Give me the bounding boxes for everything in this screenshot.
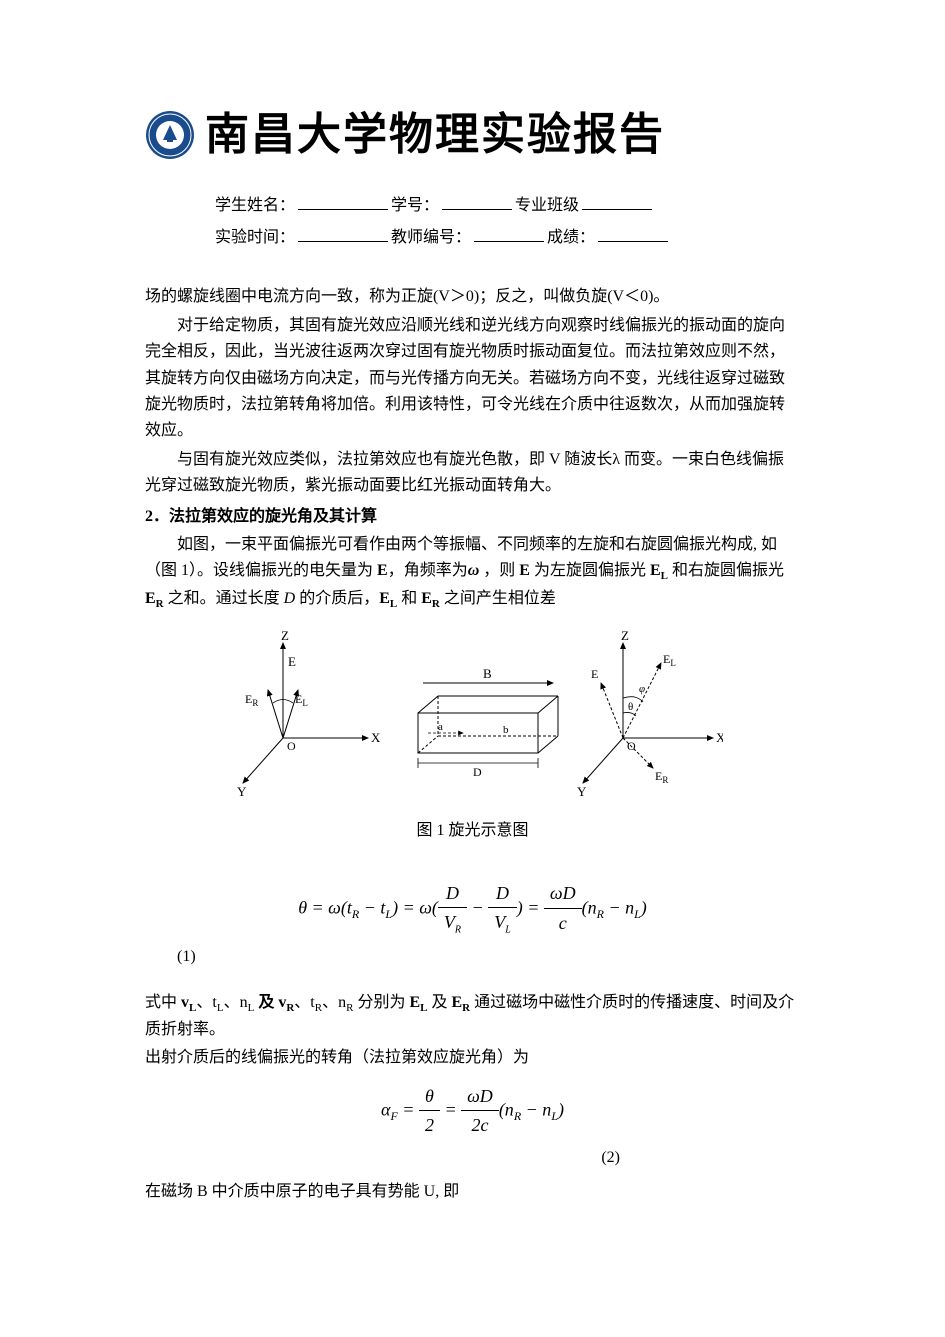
label-grade: 成绩： [547, 222, 595, 254]
blank-name [298, 192, 388, 210]
sym-vL: vL [181, 994, 196, 1011]
paragraph-5: 式中 vL、tL、nL 及 vR、tR、nR 分别为 EL 及 ER 通过磁场中… [145, 990, 800, 1044]
sym-ER: ER [145, 590, 164, 607]
main-title: 南昌大学物理实验报告 [205, 100, 665, 170]
sym-nR: nR [338, 994, 353, 1011]
label-ER-left: ER [245, 692, 258, 708]
sym-E: E [377, 562, 388, 579]
p4b: ，角频率为 [388, 562, 468, 579]
p5a: 式中 [145, 994, 181, 1011]
p4e: 和右旋圆偏振光 [668, 562, 784, 579]
paragraph-1: 场的螺旋线圈中电流方向一致，称为正旋(V＞0)；反之，叫做负旋(V＜0)。 [145, 284, 800, 310]
p4h: 和 [397, 590, 421, 607]
figure-1-svg: Z X Y O E EL ER B a b [223, 628, 723, 803]
sym-E2: E [519, 562, 530, 579]
label-time: 实验时间： [215, 222, 295, 254]
paragraph-3: 与固有旋光效应类似，法拉第效应也有旋光色散，即 V 随波长λ 而变。一束白色线偏… [145, 447, 800, 500]
blank-id [442, 192, 512, 210]
sep1: 、 [196, 994, 212, 1011]
p5c: 及 [427, 994, 451, 1011]
equation-1-number: (1) [145, 944, 800, 970]
label-E-left: E [288, 654, 296, 669]
paragraph-7: 在磁场 B 中介质中原子的电子具有势能 U, 即 [145, 1179, 800, 1205]
section-2-title: 2．法拉第效应的旋光角及其计算 [145, 504, 800, 530]
blank-class [582, 192, 652, 210]
p4f: 之和。通过长度 [164, 590, 284, 607]
axis-z-right: Z [621, 628, 629, 643]
figure-1-caption: 图 1 旋光示意图 [145, 818, 800, 844]
info-line-1: 学生姓名： 学号： 专业班级 [215, 190, 800, 222]
sym-EL3: EL [409, 994, 427, 1011]
p4d: 为左旋圆偏振光 [530, 562, 650, 579]
equation-2-number: (2) [145, 1145, 800, 1171]
p4i: 之间产生相位差 [440, 590, 556, 607]
sym-D: D [284, 590, 296, 607]
sym-EL2: EL [379, 590, 397, 607]
axis-y-right: Y [577, 784, 587, 799]
paragraph-2: 对于给定物质，其固有旋光效应沿顺光线和逆光线方向观察时线偏振光的振动面的旋向完全… [145, 313, 800, 445]
sym-EL: EL [650, 562, 668, 579]
p4c: ，则 [479, 562, 519, 579]
sym-omega: ω [468, 562, 480, 579]
body-text-2: 式中 vL、tL、nL 及 vR、tR、nR 分别为 EL 及 ER 通过磁场中… [145, 990, 800, 1072]
origin-left: O [287, 739, 296, 753]
blank-time [298, 224, 388, 242]
sep2: 、 [224, 994, 240, 1011]
label-a: a [438, 721, 443, 733]
paragraph-6: 出射介质后的线偏振光的转角（法拉第效应旋光角）为 [145, 1045, 800, 1071]
axis-y-left: Y [237, 784, 247, 799]
sym-nL: nL [240, 994, 255, 1011]
axis-x-left: X [371, 730, 381, 745]
label-id: 学号： [391, 190, 439, 222]
p4g: 的介质后， [295, 590, 379, 607]
p5b: 分别为 [353, 994, 409, 1011]
sep4: 、 [322, 994, 338, 1011]
axis-x-right: X [716, 730, 723, 745]
sym-tR: tR [310, 994, 322, 1011]
sym-ER3: ER [452, 994, 471, 1011]
label-E-right: E [591, 667, 598, 681]
equation-2: αF = θ2 = ωD2c(nR − nL) [145, 1082, 800, 1141]
university-logo [145, 110, 195, 160]
blank-grade [598, 224, 668, 242]
info-line-2: 实验时间： 教师编号： 成绩： [215, 222, 800, 254]
sym-ER2: ER [421, 590, 440, 607]
and1: 及 [254, 994, 278, 1011]
label-class: 专业班级 [515, 190, 579, 222]
body-text: 场的螺旋线圈中电流方向一致，称为正旋(V＞0)；反之，叫做负旋(V＜0)。 对于… [145, 284, 800, 613]
figure-1: Z X Y O E EL ER B a b [145, 628, 800, 803]
axis-z-left: Z [281, 628, 289, 643]
sym-vR: vR [278, 994, 294, 1011]
body-text-3: 在磁场 B 中介质中原子的电子具有势能 U, 即 [145, 1179, 800, 1205]
label-EL-left: EL [295, 692, 308, 708]
equation-1: θ = ω(tR − tL) = ω(DVR − DVL) = ωDc(nR −… [145, 879, 800, 939]
report-header: 南昌大学物理实验报告 [145, 100, 800, 170]
sym-tL: tL [212, 994, 223, 1011]
paragraph-4: 如图，一束平面偏振光可看作由两个等振幅、不同频率的左旋和右旋圆偏振光构成, 如（… [145, 532, 800, 613]
label-phi: φ [639, 683, 645, 695]
sep3: 、 [294, 994, 310, 1011]
label-b: b [503, 724, 509, 736]
label-EL-right: EL [663, 652, 676, 668]
label-ER-right: ER [655, 769, 668, 785]
info-block: 学生姓名： 学号： 专业班级 实验时间： 教师编号： 成绩： [215, 190, 800, 254]
label-teacher: 教师编号： [391, 222, 471, 254]
label-B: B [483, 666, 492, 681]
label-name: 学生姓名： [215, 190, 295, 222]
blank-teacher [474, 224, 544, 242]
label-theta: θ [628, 701, 633, 713]
label-D: D [473, 765, 482, 779]
